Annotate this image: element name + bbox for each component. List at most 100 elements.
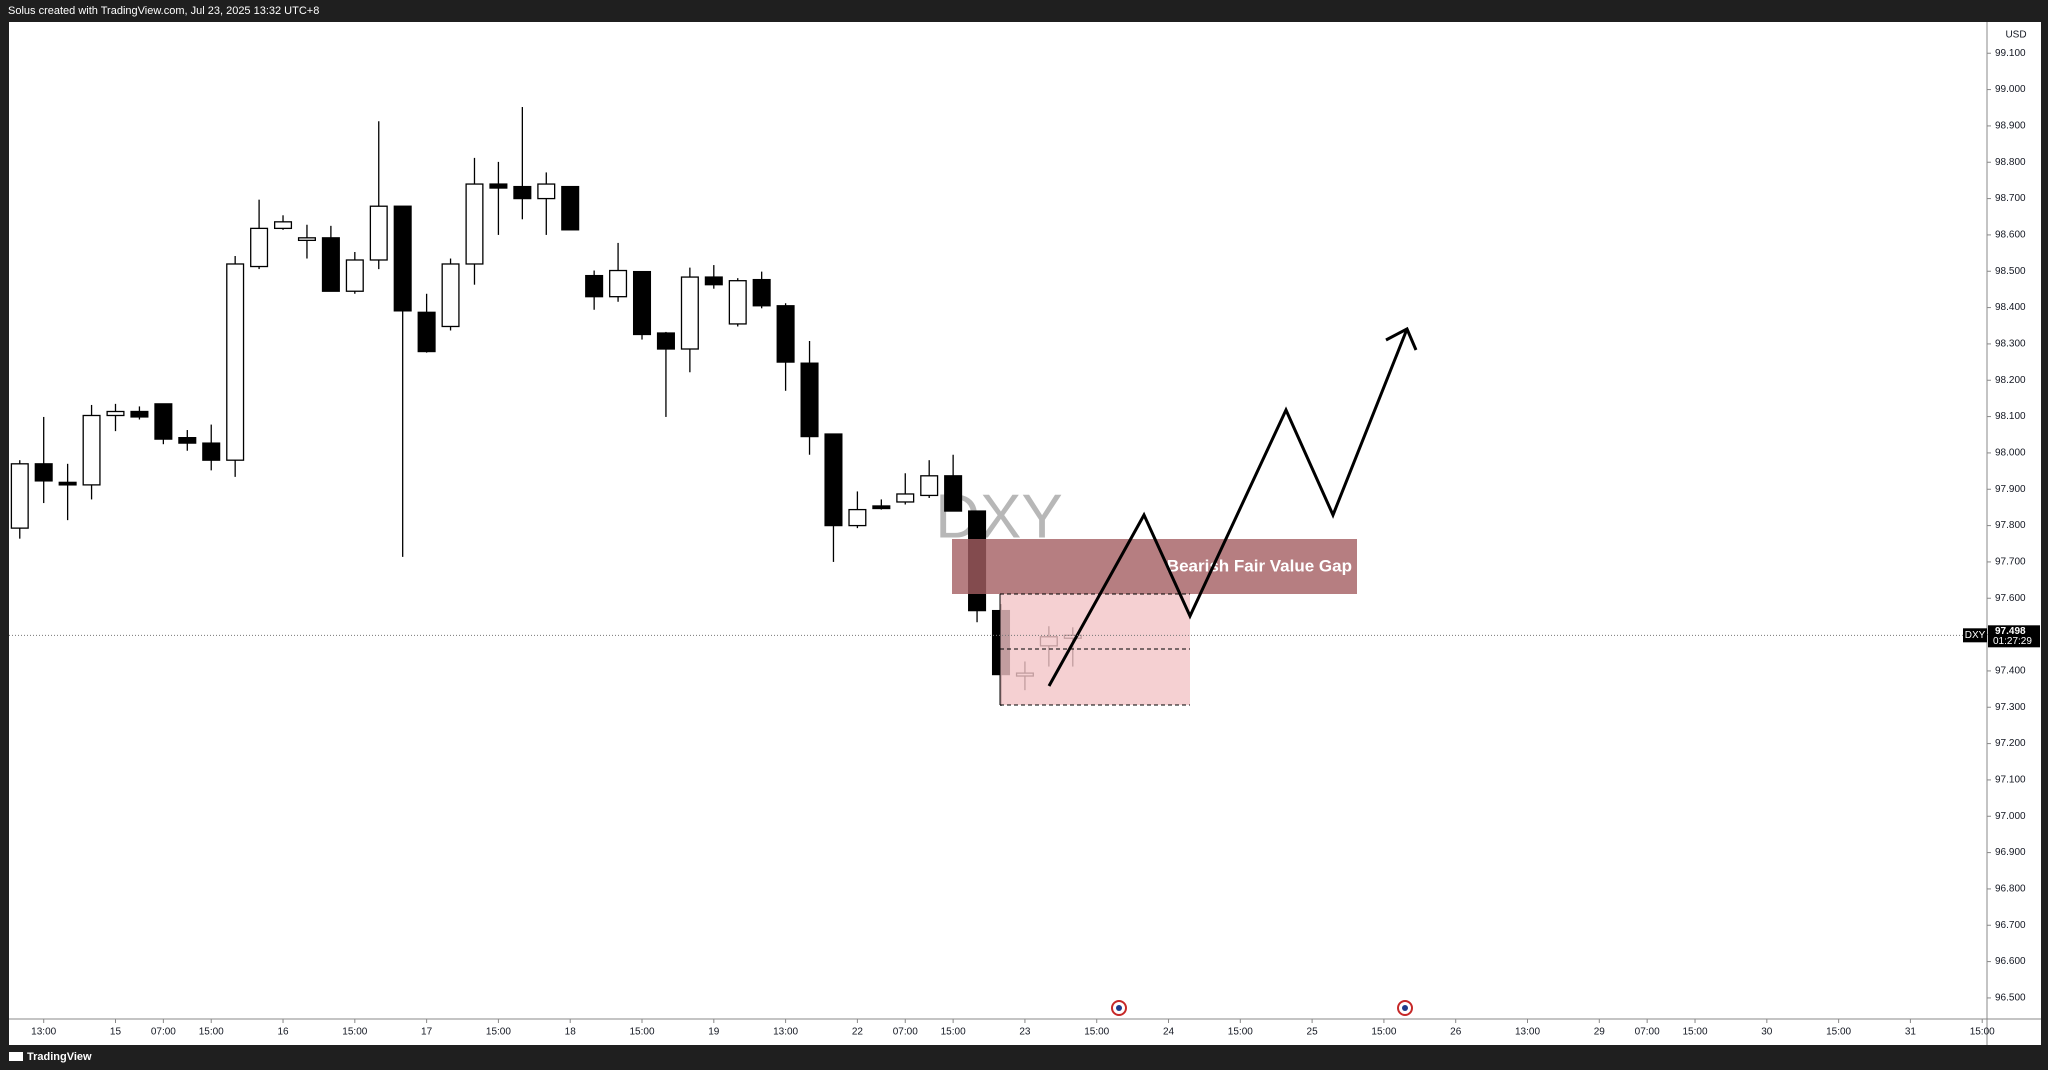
brand-name: TradingView xyxy=(27,1051,92,1063)
candle-body xyxy=(34,463,53,482)
y-tick-label: 99.000 xyxy=(1995,84,2026,95)
candle-body xyxy=(944,475,963,512)
y-tick-label: 99.100 xyxy=(1995,48,2026,59)
y-tick-label: 97.200 xyxy=(1995,738,2026,749)
x-tick-label: 26 xyxy=(1450,1027,1462,1038)
brand-logo xyxy=(9,1052,23,1061)
y-tick-label: 97.400 xyxy=(1995,666,2026,677)
y-tick-label: 96.800 xyxy=(1995,884,2026,895)
x-tick-label: 16 xyxy=(277,1027,289,1038)
x-tick-label: 15:00 xyxy=(342,1027,367,1038)
y-tick-label: 98.800 xyxy=(1995,157,2026,168)
candle-body xyxy=(58,481,77,486)
x-tick-label: 24 xyxy=(1163,1027,1175,1038)
brand: TradingView xyxy=(9,1051,92,1063)
y-tick-label: 98.000 xyxy=(1995,448,2026,459)
candle-body xyxy=(656,332,675,350)
arrow-head xyxy=(1385,326,1418,351)
candle-body xyxy=(82,414,101,486)
y-tick-label: 98.600 xyxy=(1995,230,2026,241)
projection-path xyxy=(1047,328,1409,687)
x-tick-label: 25 xyxy=(1307,1027,1319,1038)
y-tick-label: 98.900 xyxy=(1995,121,2026,132)
y-tick-label: 98.300 xyxy=(1995,339,2026,350)
candle-body xyxy=(417,311,436,353)
candle-body xyxy=(489,183,508,189)
symbol-label: DXY xyxy=(1965,630,1986,641)
candle-body xyxy=(728,280,747,325)
y-tick-label: 97.300 xyxy=(1995,702,2026,713)
candle-body xyxy=(872,505,891,510)
event-icon-center xyxy=(1402,1005,1408,1011)
y-tick-label: 96.500 xyxy=(1995,993,2026,1004)
candle-body xyxy=(800,362,819,438)
x-tick-label: 15 xyxy=(110,1027,122,1038)
x-tick-label: 15:00 xyxy=(1228,1027,1253,1038)
chart-background xyxy=(9,22,2041,1045)
x-tick-label: 17 xyxy=(421,1027,433,1038)
symbol-box xyxy=(1963,628,1987,643)
y-tick-label: 97.000 xyxy=(1995,811,2026,822)
y-tick-label: 98.200 xyxy=(1995,375,2026,386)
y-tick-label: 97.600 xyxy=(1995,593,2026,604)
candle-body xyxy=(345,259,364,292)
candle-body xyxy=(537,183,556,200)
y-tick-label: 98.400 xyxy=(1995,302,2026,313)
y-tick-label: 96.600 xyxy=(1995,956,2026,967)
y-tick-label: 98.500 xyxy=(1995,266,2026,277)
x-tick-label: 07:00 xyxy=(1635,1027,1660,1038)
candle-body xyxy=(130,410,149,418)
x-tick-label: 15:00 xyxy=(1683,1027,1708,1038)
x-tick-label: 15:00 xyxy=(486,1027,511,1038)
x-tick-label: 31 xyxy=(1905,1027,1917,1038)
chart-title: Solus created with TradingView.com, Jul … xyxy=(8,5,319,17)
candle-body xyxy=(513,185,532,200)
x-tick-label: 23 xyxy=(1019,1027,1031,1038)
x-tick-label: 15:00 xyxy=(1084,1027,1109,1038)
x-tick-label: 15:00 xyxy=(199,1027,224,1038)
x-tick-label: 15:00 xyxy=(629,1027,654,1038)
last-price-label: 97.498 xyxy=(1995,626,2026,637)
x-tick-label: 13:00 xyxy=(31,1027,56,1038)
x-tick-label: 13:00 xyxy=(1515,1027,1540,1038)
y-tick-label: 97.900 xyxy=(1995,484,2026,495)
x-tick-label: 15:00 xyxy=(1970,1027,1995,1038)
x-tick-label: 15:00 xyxy=(1826,1027,1851,1038)
x-tick-label: 22 xyxy=(852,1027,864,1038)
candle-body xyxy=(776,305,795,363)
y-tick-label: 97.800 xyxy=(1995,520,2026,531)
last-price-box xyxy=(1988,625,2040,648)
candle-body xyxy=(226,263,245,461)
x-tick-label: 07:00 xyxy=(893,1027,918,1038)
candle-body xyxy=(752,278,771,307)
candle-body xyxy=(465,183,484,265)
fvg-box xyxy=(952,539,1357,594)
candle-body xyxy=(178,437,197,444)
x-tick-label: 19 xyxy=(708,1027,720,1038)
x-tick-label: 29 xyxy=(1594,1027,1606,1038)
candle-body xyxy=(393,205,412,312)
candle-body xyxy=(154,403,173,440)
fvg-label: Bearish Fair Value Gap xyxy=(1167,556,1352,575)
y-tick-label: 96.700 xyxy=(1995,920,2026,931)
countdown-label: 01:27:29 xyxy=(1993,636,2032,647)
x-tick-label: 07:00 xyxy=(151,1027,176,1038)
candle-body xyxy=(273,221,293,230)
candle-body xyxy=(441,263,460,328)
candle-body xyxy=(106,410,125,417)
candle-body xyxy=(202,442,221,461)
candle-body xyxy=(632,270,652,336)
candle-body xyxy=(848,508,867,527)
x-tick-label: 15:00 xyxy=(1371,1027,1396,1038)
candle-body xyxy=(585,274,604,298)
drawings: Bearish Fair Value Gap xyxy=(952,326,1418,1016)
x-tick-label: 15:00 xyxy=(941,1027,966,1038)
event-icon-center xyxy=(1116,1005,1122,1011)
candle-body xyxy=(250,227,269,268)
candle-body xyxy=(10,463,29,529)
candle-body xyxy=(609,269,628,298)
x-tick-label: 30 xyxy=(1761,1027,1773,1038)
candle-body xyxy=(297,237,316,242)
